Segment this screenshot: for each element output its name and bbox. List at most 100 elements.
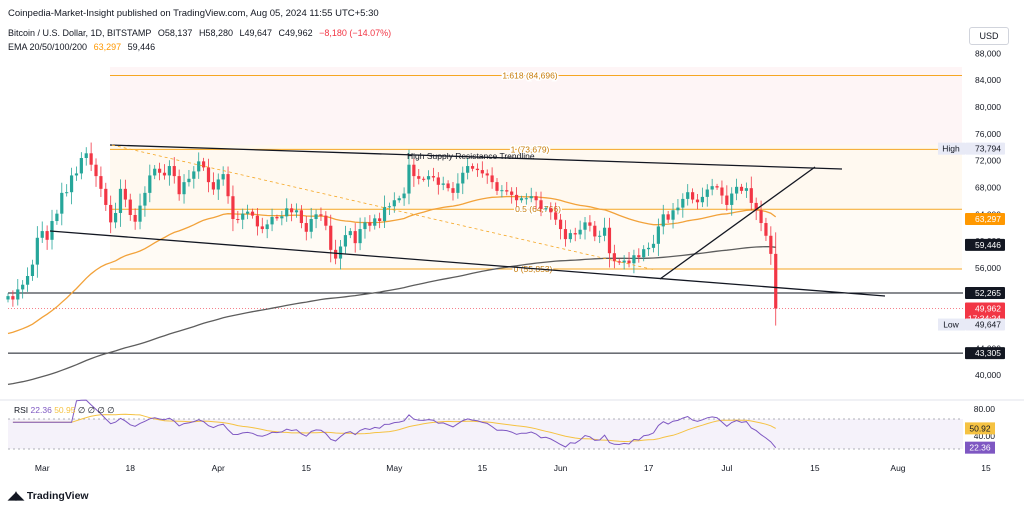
candle-body[interactable] <box>671 210 675 220</box>
candle-body[interactable] <box>319 214 323 216</box>
candle-body[interactable] <box>397 198 401 201</box>
candle-body[interactable] <box>60 192 64 214</box>
ema-50-line[interactable] <box>7 195 777 335</box>
candle-body[interactable] <box>446 183 450 189</box>
candle-body[interactable] <box>187 178 191 183</box>
candle-body[interactable] <box>143 192 147 206</box>
candle-body[interactable] <box>514 194 519 201</box>
candle-body[interactable] <box>612 253 616 262</box>
candle-body[interactable] <box>583 222 587 230</box>
candle-body[interactable] <box>461 172 465 184</box>
price-label-box[interactable] <box>965 238 1005 251</box>
candle-body[interactable] <box>470 166 475 169</box>
candle-body[interactable] <box>500 190 504 192</box>
ema-legend[interactable]: EMA 20/50/100/200 63,297 59,446 <box>8 42 159 52</box>
candle-body[interactable] <box>89 153 93 165</box>
candle-body[interactable] <box>172 166 176 177</box>
candle-body[interactable] <box>378 218 382 222</box>
candle-body[interactable] <box>270 217 274 225</box>
candle-body[interactable] <box>202 161 206 168</box>
candle-body[interactable] <box>25 276 30 285</box>
candle-body[interactable] <box>558 219 563 230</box>
candle-body[interactable] <box>431 176 436 178</box>
candle-body[interactable] <box>294 210 299 213</box>
candle-body[interactable] <box>30 264 35 277</box>
candle-body[interactable] <box>324 215 328 226</box>
candle-body[interactable] <box>436 177 440 185</box>
candle-body[interactable] <box>382 206 387 222</box>
candle-body[interactable] <box>299 210 303 224</box>
candle-body[interactable] <box>162 172 167 176</box>
candle-body[interactable] <box>646 247 651 250</box>
candle-body[interactable] <box>700 196 704 203</box>
candle-body[interactable] <box>534 196 538 201</box>
candle-body[interactable] <box>417 176 421 179</box>
candle-body[interactable] <box>197 161 201 172</box>
candle-body[interactable] <box>133 214 137 222</box>
candle-body[interactable] <box>157 168 162 173</box>
price-label-box[interactable] <box>965 318 1005 331</box>
candle-body[interactable] <box>529 196 533 199</box>
candle-body[interactable] <box>549 208 553 213</box>
candle-body[interactable] <box>177 176 181 195</box>
price-label-box[interactable] <box>965 142 1005 155</box>
candle-body[interactable] <box>593 225 597 237</box>
ema-200-line[interactable] <box>7 246 776 386</box>
candle-body[interactable] <box>260 226 264 230</box>
candle-body[interactable] <box>588 222 592 226</box>
candle-body[interactable] <box>524 198 528 200</box>
candle-body[interactable] <box>686 192 690 199</box>
candle-body[interactable] <box>651 243 656 248</box>
candle-body[interactable] <box>412 164 416 177</box>
price-label-box[interactable] <box>965 287 1005 300</box>
candle-body[interactable] <box>573 233 577 235</box>
candle-body[interactable] <box>602 227 607 236</box>
candle-body[interactable] <box>725 195 729 205</box>
candle-body[interactable] <box>113 212 118 223</box>
candle-body[interactable] <box>236 219 240 221</box>
candle-body[interactable] <box>695 199 700 203</box>
candle-body[interactable] <box>456 183 460 193</box>
candle-body[interactable] <box>94 164 98 177</box>
candle-body[interactable] <box>451 188 455 193</box>
candle-body[interactable] <box>343 235 348 247</box>
candle-body[interactable] <box>373 218 377 226</box>
candle-body[interactable] <box>138 205 142 222</box>
rsi-line[interactable] <box>12 399 777 449</box>
candle-body[interactable] <box>407 164 411 194</box>
candle-body[interactable] <box>739 186 744 191</box>
candle-body[interactable] <box>622 260 626 263</box>
candle-body[interactable] <box>392 200 396 207</box>
candle-body[interactable] <box>69 175 74 193</box>
candle-body[interactable] <box>480 170 484 174</box>
candle-body[interactable] <box>21 284 25 290</box>
candle-body[interactable] <box>128 199 132 215</box>
support-trendline[interactable] <box>49 230 886 297</box>
candle-body[interactable] <box>710 186 714 190</box>
currency-button[interactable]: USD <box>969 27 1009 45</box>
candle-body[interactable] <box>153 168 157 176</box>
candle-body[interactable] <box>554 212 558 220</box>
candle-body[interactable] <box>338 246 343 259</box>
candle-body[interactable] <box>735 186 739 194</box>
candle-body[interactable] <box>250 211 255 216</box>
candle-body[interactable] <box>309 219 313 232</box>
candle-body[interactable] <box>705 189 709 197</box>
candle-body[interactable] <box>749 188 753 203</box>
candle-body[interactable] <box>226 174 230 197</box>
candle-body[interactable] <box>167 166 171 176</box>
candle-body[interactable] <box>104 188 108 205</box>
candle-body[interactable] <box>74 173 79 176</box>
candle-body[interactable] <box>348 231 352 236</box>
candle-body[interactable] <box>676 207 680 211</box>
candle-body[interactable] <box>329 225 333 250</box>
candle-body[interactable] <box>265 224 269 230</box>
candle-body[interactable] <box>691 192 695 200</box>
candle-body[interactable] <box>759 210 763 224</box>
candle-body[interactable] <box>720 187 724 196</box>
candle-body[interactable] <box>255 215 259 227</box>
candle-body[interactable] <box>475 168 480 171</box>
candle-body[interactable] <box>16 289 20 300</box>
candle-body[interactable] <box>387 206 392 208</box>
